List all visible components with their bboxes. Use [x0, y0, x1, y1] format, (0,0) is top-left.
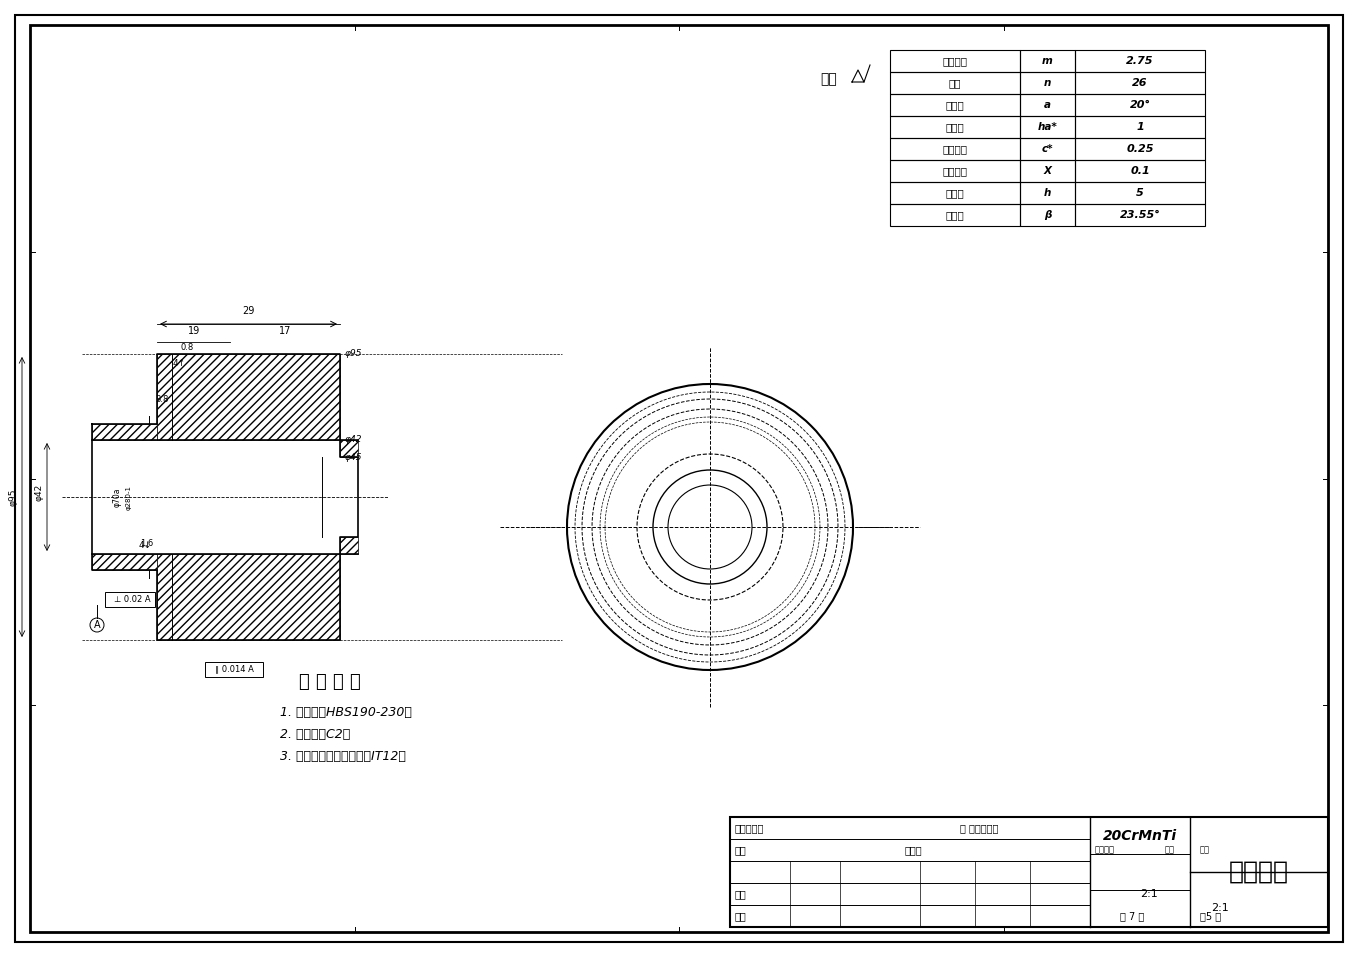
- Text: ha*: ha*: [1038, 122, 1058, 132]
- Text: c*: c*: [1042, 144, 1054, 154]
- Polygon shape: [92, 554, 158, 570]
- Bar: [889, 116, 1020, 138]
- Text: 20°: 20°: [1130, 100, 1150, 110]
- Bar: [1020, 94, 1076, 116]
- Text: 阶段标记: 阶段标记: [1095, 845, 1115, 855]
- Text: φ95: φ95: [8, 488, 18, 505]
- Bar: [1076, 116, 1205, 138]
- Text: 全齿高: 全齿高: [945, 188, 964, 198]
- Bar: [1020, 138, 1076, 160]
- Bar: [889, 160, 1020, 182]
- Text: β: β: [1044, 210, 1051, 220]
- Bar: [205, 662, 263, 677]
- Bar: [1076, 72, 1205, 94]
- Text: 螺旋角: 螺旋角: [945, 210, 964, 220]
- Text: 19: 19: [187, 326, 200, 336]
- Text: X: X: [1043, 166, 1051, 176]
- Text: 其余: 其余: [820, 72, 837, 86]
- Text: 0.25: 0.25: [1126, 144, 1154, 154]
- Text: ⊥ 0.02 A: ⊥ 0.02 A: [114, 594, 151, 604]
- Bar: [1020, 116, 1076, 138]
- Bar: [889, 94, 1020, 116]
- Text: φ42: φ42: [35, 483, 43, 501]
- Bar: [1076, 94, 1205, 116]
- Text: 审核: 审核: [735, 889, 747, 899]
- Text: 第5 张: 第5 张: [1200, 911, 1221, 921]
- Bar: [1020, 50, 1076, 72]
- Bar: [889, 138, 1020, 160]
- Polygon shape: [158, 537, 359, 640]
- Text: 变位系数: 变位系数: [942, 166, 967, 176]
- Text: 5: 5: [1137, 188, 1143, 198]
- Text: 技 术 要 求: 技 术 要 求: [299, 673, 361, 691]
- Text: 29: 29: [242, 306, 255, 316]
- Bar: [1076, 50, 1205, 72]
- Text: 齿形角: 齿形角: [945, 100, 964, 110]
- Bar: [1020, 160, 1076, 182]
- Text: φ280-1: φ280-1: [126, 484, 132, 509]
- Bar: [1020, 72, 1076, 94]
- Text: 标准化: 标准化: [904, 845, 922, 855]
- Polygon shape: [158, 354, 359, 457]
- Bar: [1020, 204, 1076, 226]
- Text: 26: 26: [1133, 78, 1148, 88]
- Text: A: A: [94, 620, 100, 630]
- Bar: [889, 204, 1020, 226]
- Text: φ42: φ42: [345, 435, 363, 444]
- Text: 4↓: 4↓: [139, 541, 152, 549]
- Bar: [889, 182, 1020, 204]
- Bar: [1076, 204, 1205, 226]
- Text: 20CrMnTi: 20CrMnTi: [1103, 829, 1177, 843]
- Text: 标记处数分: 标记处数分: [735, 823, 765, 833]
- Bar: [1076, 138, 1205, 160]
- Text: 顶系隙数: 顶系隙数: [942, 144, 967, 154]
- Text: 区 更改文件号: 区 更改文件号: [960, 823, 998, 833]
- Text: φ70a: φ70a: [113, 487, 121, 507]
- Text: 3.8: 3.8: [155, 395, 168, 404]
- Text: 23.55°: 23.55°: [1119, 210, 1161, 220]
- Text: 17: 17: [278, 326, 291, 336]
- Text: 四档齿轮: 四档齿轮: [1229, 860, 1289, 884]
- Bar: [889, 50, 1020, 72]
- Text: 1: 1: [1137, 122, 1143, 132]
- Text: 2. 未注倒角C2；: 2. 未注倒角C2；: [280, 727, 350, 741]
- Text: φ95: φ95: [345, 349, 363, 359]
- Text: 3. 未注偏差尺寸处精度为IT12。: 3. 未注偏差尺寸处精度为IT12。: [280, 749, 406, 763]
- Text: h: h: [1044, 188, 1051, 198]
- Text: 0.1: 0.1: [1130, 166, 1150, 176]
- Text: 比例: 比例: [1200, 845, 1210, 855]
- Text: ∥ 0.014 A: ∥ 0.014 A: [215, 664, 254, 674]
- Bar: [1076, 182, 1205, 204]
- Text: 设计: 设计: [735, 845, 747, 855]
- Text: 1. 调质处理HBS190-230；: 1. 调质处理HBS190-230；: [280, 705, 411, 719]
- Bar: [105, 592, 155, 607]
- Text: n: n: [1044, 78, 1051, 88]
- Text: 2:1: 2:1: [1211, 903, 1229, 913]
- Text: 1.6: 1.6: [140, 539, 153, 548]
- Text: 齿顶高: 齿顶高: [945, 122, 964, 132]
- Text: 2.75: 2.75: [1126, 56, 1154, 66]
- Text: φ45: φ45: [345, 453, 363, 461]
- Text: 0.8: 0.8: [181, 343, 194, 352]
- Text: a: a: [1044, 100, 1051, 110]
- Text: 4↑: 4↑: [172, 360, 186, 368]
- Text: 法向模数: 法向模数: [942, 56, 967, 66]
- Text: 2:1: 2:1: [1139, 889, 1158, 899]
- Text: 齿数: 齿数: [949, 78, 961, 88]
- Bar: [1076, 160, 1205, 182]
- Text: 重量: 重量: [1165, 845, 1175, 855]
- Text: 共 7 张: 共 7 张: [1120, 911, 1145, 921]
- Bar: [889, 72, 1020, 94]
- Text: m: m: [1042, 56, 1052, 66]
- Polygon shape: [92, 424, 158, 440]
- Bar: [1020, 182, 1076, 204]
- Text: 工艺: 工艺: [735, 911, 747, 921]
- Bar: [731, 817, 1328, 927]
